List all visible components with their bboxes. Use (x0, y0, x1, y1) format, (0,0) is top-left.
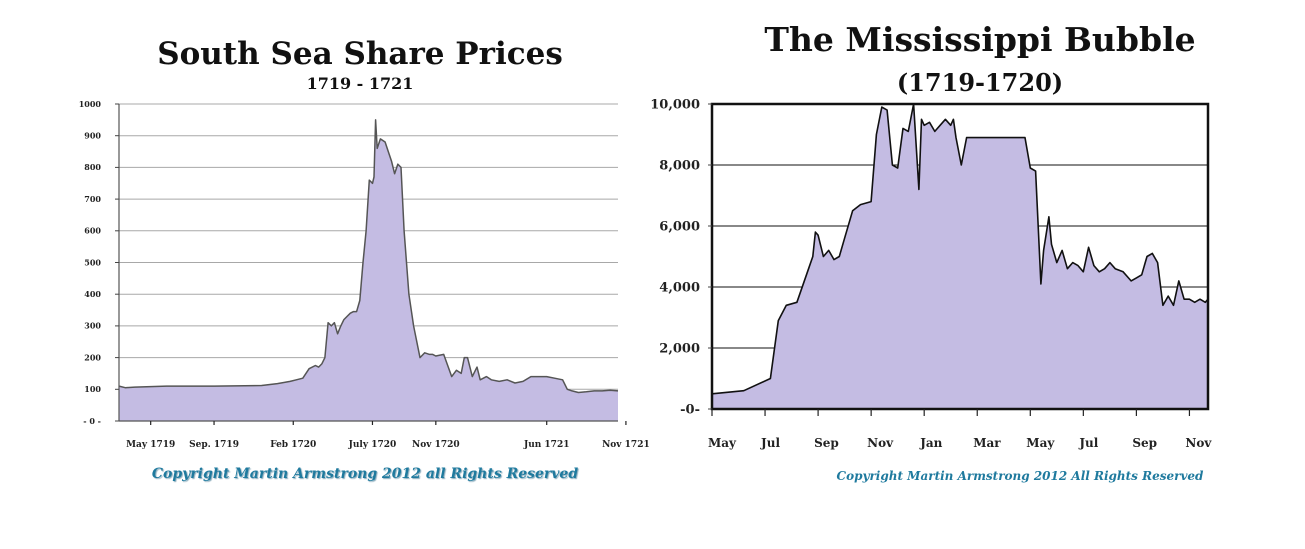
x-tick-label: May (1026, 436, 1055, 450)
mississippi-copyright: Copyright Martin Armstrong 2012 All Righ… (740, 469, 1300, 483)
y-tick-label: 700 (84, 194, 101, 204)
y-tick-label: 500 (84, 257, 101, 267)
y-tick-label: 300 (84, 321, 101, 331)
x-tick-label: May (708, 436, 737, 450)
y-tick-label: -0- (680, 403, 700, 418)
mississippi-chart-panel: The Mississippi Bubble (1719-1720) -0- 2,… (650, 0, 1305, 549)
x-tick-label: Sep (814, 436, 839, 450)
x-tick-label: Nov (1185, 436, 1212, 450)
x-tick-label: Jun 1721 (523, 440, 570, 450)
y-tick-label: 6,000 (659, 220, 700, 235)
x-tick-label: Nov 1720 (412, 440, 460, 450)
y-tick-label: 900 (84, 131, 101, 141)
x-tick-label: Sep (1132, 436, 1157, 450)
y-tick-label: 800 (84, 162, 101, 172)
y-tick-label: 1000 (79, 99, 102, 109)
x-tick-label: Feb 1720 (270, 440, 316, 450)
x-tick-label: Nov 1721 (602, 440, 650, 450)
x-tick-label: Jul (760, 436, 780, 450)
x-tick-label: Sep. 1719 (189, 440, 239, 450)
mississippi-chart: -0- 2,000 4,000 6,000 8,000 10,000 May Jul Sep No… (650, 0, 1305, 549)
south-sea-copyright: Copyright Martin Armstrong 2012 all Righ… (120, 466, 610, 482)
y-tick-label: 600 (84, 226, 101, 236)
y-tick-label: 100 (84, 384, 101, 394)
y-tick-label: 400 (84, 289, 101, 299)
y-tick-label: 2,000 (659, 342, 700, 357)
x-tick-label: May 1719 (126, 440, 175, 450)
x-tick-label: Mar (973, 436, 1001, 450)
x-tick-label: July 1720 (348, 440, 397, 450)
south-sea-chart-panel: South Sea Share Prices 1719 - 1721 - 0 -… (0, 0, 650, 549)
y-tick-label: 8,000 (659, 159, 700, 174)
y-tick-label: 10,000 (650, 98, 700, 113)
x-tick-label: Jan (919, 436, 942, 450)
y-tick-label: - 0 - (83, 416, 101, 426)
x-tick-label: Nov (867, 436, 894, 450)
y-tick-label: 4,000 (659, 281, 700, 296)
y-tick-label: 200 (84, 352, 101, 362)
x-tick-label: Jul (1078, 436, 1098, 450)
